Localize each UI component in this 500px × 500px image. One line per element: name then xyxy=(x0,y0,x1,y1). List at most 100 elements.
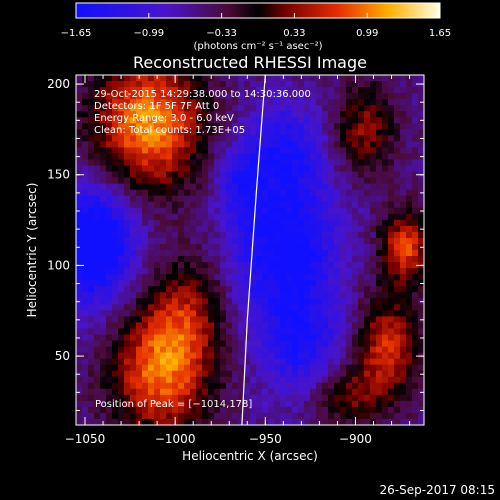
heatmap-cell xyxy=(346,111,353,118)
heatmap-cell xyxy=(388,352,395,360)
heatmap-cell xyxy=(292,117,299,124)
heatmap-cell xyxy=(274,418,281,425)
heatmap-cell xyxy=(232,237,239,245)
heatmap-cell xyxy=(202,394,209,402)
heatmap-cell xyxy=(274,141,281,148)
heatmap-cell xyxy=(118,93,125,100)
heatmap-cell xyxy=(184,340,191,348)
heatmap-cell xyxy=(100,352,107,360)
heatmap-cell xyxy=(190,141,197,148)
heatmap-cell xyxy=(268,292,275,299)
heatmap-cell xyxy=(412,105,419,112)
heatmap-cell xyxy=(370,105,377,112)
heatmap-cell xyxy=(136,183,143,191)
heatmap-cell xyxy=(274,183,281,191)
heatmap-cell xyxy=(226,394,233,402)
heatmap-cell xyxy=(286,81,293,88)
heatmap-cell xyxy=(316,382,323,390)
heatmap-cell xyxy=(250,322,257,329)
heatmap-cell xyxy=(262,105,269,112)
heatmap-cell xyxy=(346,376,353,384)
heatmap-cell xyxy=(406,183,413,191)
heatmap-cell xyxy=(226,177,233,185)
heatmap-cell xyxy=(262,219,269,227)
heatmap-cell xyxy=(160,219,167,227)
heatmap-cell xyxy=(352,376,359,384)
heatmap-cell xyxy=(166,370,173,378)
heatmap-cell xyxy=(268,243,275,251)
heatmap-cell xyxy=(160,75,167,82)
heatmap-cell xyxy=(154,292,161,299)
heatmap-cell xyxy=(274,147,281,154)
heatmap-cell xyxy=(190,81,197,88)
heatmap-cell xyxy=(274,165,281,173)
heatmap-cell xyxy=(232,159,239,167)
heatmap-cell xyxy=(124,394,131,402)
heatmap-cell xyxy=(130,231,137,239)
heatmap-cell xyxy=(136,225,143,233)
heatmap-cell xyxy=(82,250,89,257)
heatmap-cell xyxy=(334,129,341,136)
heatmap-cell xyxy=(406,147,413,154)
heatmap-cell xyxy=(196,388,203,396)
heatmap-cell xyxy=(100,256,107,263)
heatmap-cell xyxy=(76,250,83,257)
heatmap-cell xyxy=(304,340,311,348)
heatmap-cell xyxy=(136,153,143,160)
heatmap-cell xyxy=(112,286,119,293)
heatmap-cell xyxy=(232,364,239,372)
heatmap-cell xyxy=(280,304,287,311)
heatmap-cell xyxy=(358,81,365,88)
heatmap-cell xyxy=(394,382,401,390)
heatmap-cell xyxy=(334,123,341,130)
heatmap-cell xyxy=(346,183,353,191)
heatmap-cell xyxy=(250,382,257,390)
heatmap-cell xyxy=(202,219,209,227)
heatmap-cell xyxy=(292,340,299,348)
heatmap-cell xyxy=(100,135,107,142)
heatmap-cell xyxy=(232,328,239,335)
heatmap-cell xyxy=(130,316,137,323)
heatmap-cell xyxy=(400,364,407,372)
heatmap-cell xyxy=(346,274,353,281)
heatmap-cell xyxy=(82,195,89,203)
heatmap-cell xyxy=(226,225,233,233)
heatmap-cell xyxy=(106,250,113,257)
heatmap-cell xyxy=(160,87,167,94)
heatmap-cell xyxy=(286,225,293,233)
x-axis-ticks xyxy=(84,75,411,425)
heatmap-cell xyxy=(208,316,215,323)
heatmap-cell xyxy=(322,243,329,251)
heatmap-cell xyxy=(184,135,191,142)
heatmap-cell xyxy=(106,99,113,106)
heatmap-cell xyxy=(286,292,293,299)
heatmap-cell xyxy=(388,364,395,372)
heatmap-cell xyxy=(400,189,407,197)
heatmap-cell xyxy=(346,177,353,185)
heatmap-cell xyxy=(190,105,197,112)
heatmap-cell xyxy=(124,189,131,197)
heatmap-cell xyxy=(304,328,311,335)
heatmap-cell xyxy=(394,256,401,263)
heatmap-cell xyxy=(346,352,353,360)
heatmap-cell xyxy=(304,322,311,329)
heatmap-cell xyxy=(322,340,329,348)
chart-title: Reconstructed RHESSI Image xyxy=(133,53,367,72)
heatmap-cell xyxy=(118,340,125,348)
heatmap-cell xyxy=(340,177,347,185)
heatmap-cell xyxy=(142,117,149,124)
heatmap-cell xyxy=(316,141,323,148)
heatmap-cell xyxy=(148,412,155,420)
heatmap-cell xyxy=(388,328,395,335)
heatmap-cell xyxy=(274,406,281,414)
heatmap-cell xyxy=(172,123,179,130)
heatmap-cell xyxy=(340,141,347,148)
heatmap-cell xyxy=(376,159,383,167)
heatmap-cell xyxy=(172,183,179,191)
heatmap-cell xyxy=(400,388,407,396)
heatmap-cell xyxy=(394,213,401,221)
heatmap-cell xyxy=(106,346,113,354)
heatmap-cell xyxy=(94,129,101,136)
heatmap-cell xyxy=(178,243,185,251)
heatmap-cell xyxy=(310,316,317,323)
